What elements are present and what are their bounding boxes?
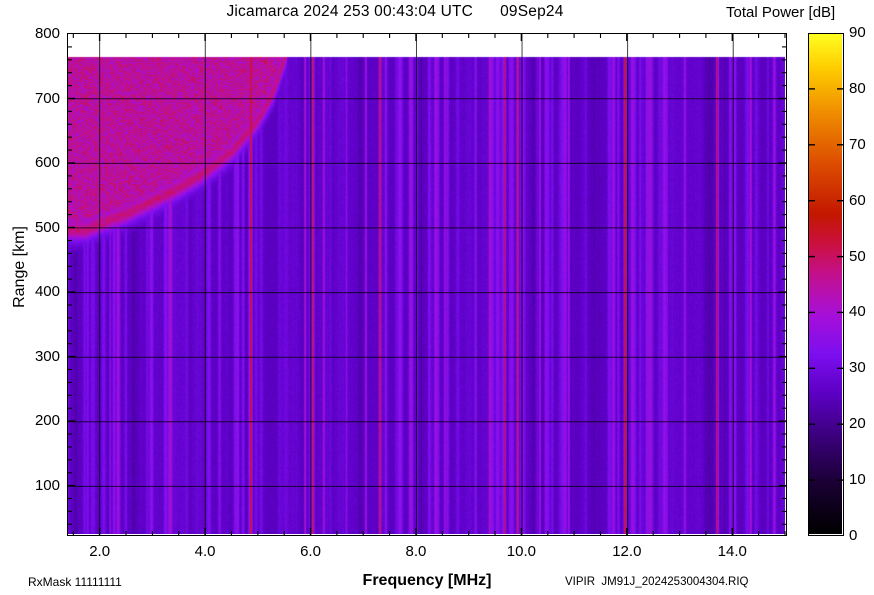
y-tick-label: 200 bbox=[34, 412, 60, 430]
x-tick-label: 12.0 bbox=[612, 543, 642, 560]
page-title: Jicamarca 2024 253 00:43:04 UTC 09Sep24 bbox=[226, 3, 564, 20]
colorbar-tick-label: 60 bbox=[849, 191, 866, 209]
colorbar-tick-label: 10 bbox=[849, 471, 866, 489]
colorbar-tick-label: 90 bbox=[849, 24, 866, 41]
x-tick-label: 8.0 bbox=[405, 543, 427, 560]
colorbar-tick-label: 30 bbox=[849, 359, 866, 377]
x-tick-label: 6.0 bbox=[300, 543, 321, 560]
y-tick-label: 100 bbox=[34, 476, 60, 494]
ionogram-heatmap bbox=[68, 34, 785, 534]
y-tick-label: 800 bbox=[34, 25, 60, 42]
x-tick-label: 10.0 bbox=[506, 543, 536, 560]
x-tick-label: 4.0 bbox=[194, 543, 216, 560]
colorbar-tick-label: 20 bbox=[849, 415, 866, 433]
instrument-file-annotation: VIPIR JM91J_2024253004304.RIQ bbox=[565, 576, 749, 588]
y-tick-label: 700 bbox=[34, 89, 60, 107]
colorbar-tick-label: 50 bbox=[849, 247, 866, 265]
y-tick-label: 400 bbox=[34, 283, 60, 301]
y-tick-label: 600 bbox=[34, 154, 60, 172]
colorbar-tick-label: 40 bbox=[849, 303, 866, 321]
y-tick-label: 500 bbox=[34, 218, 60, 236]
colorbar-title: Total Power [dB] bbox=[726, 4, 836, 21]
x-axis-title: Frequency [MHz] bbox=[362, 572, 492, 589]
y-tick-label: 300 bbox=[34, 347, 60, 365]
x-tick-label: 14.0 bbox=[717, 543, 747, 560]
rxmask-annotation: RxMask 11111111 bbox=[28, 575, 122, 589]
x-tick-label: 2.0 bbox=[89, 543, 111, 560]
plot-area[interactable] bbox=[67, 33, 787, 536]
colorbar-gradient bbox=[809, 34, 842, 534]
colorbar-tick-label: 0 bbox=[849, 527, 858, 544]
colorbar-tick-label: 80 bbox=[849, 79, 866, 97]
colorbar-tick-label: 70 bbox=[849, 135, 866, 153]
colorbar[interactable] bbox=[808, 33, 844, 536]
